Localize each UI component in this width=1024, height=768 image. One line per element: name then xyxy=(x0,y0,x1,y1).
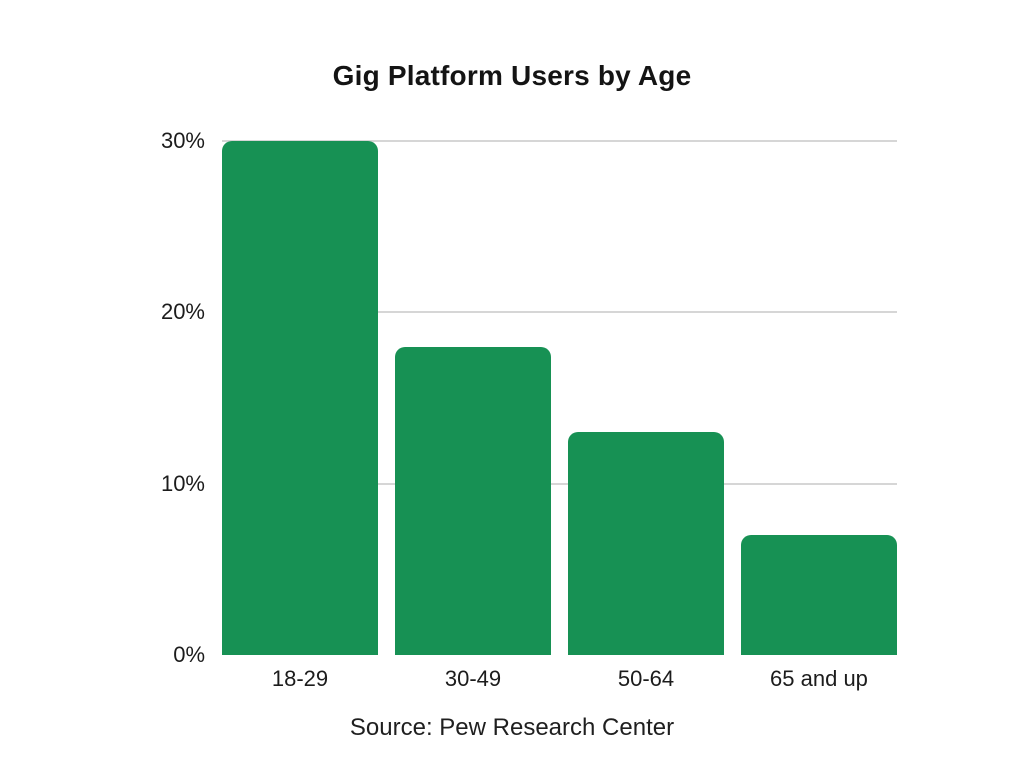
bar-18-29 xyxy=(222,141,378,655)
x-tick-label-50-64: 50-64 xyxy=(617,666,675,691)
y-axis: 0% 10% 20% 30% xyxy=(115,128,205,667)
x-tick-label-30-49: 30-49 xyxy=(444,666,502,691)
source-note: Source: Pew Research Center xyxy=(349,714,675,741)
y-tick-label-20: 20% xyxy=(160,299,205,325)
y-tick-label-10: 10% xyxy=(160,470,205,496)
bars-container xyxy=(222,141,897,655)
gridline-20 xyxy=(222,311,897,314)
bar-65-and-up xyxy=(741,535,897,655)
x-tick-label-65-and-up: 65 and up xyxy=(770,666,868,691)
bar-30-49 xyxy=(395,346,551,655)
x-axis: 18-29 30-49 50-64 65 and up xyxy=(222,666,897,692)
plot-area xyxy=(222,140,897,655)
gridline-10 xyxy=(222,482,897,485)
chart-title: Gig Platform Users by Age xyxy=(332,60,692,91)
y-tick-label-30: 30% xyxy=(160,128,205,153)
gridline-30 xyxy=(222,140,897,142)
bar-50-64 xyxy=(568,432,724,655)
y-tick-label-0: 0% xyxy=(173,642,205,667)
x-tick-label-18-29: 18-29 xyxy=(271,666,329,691)
